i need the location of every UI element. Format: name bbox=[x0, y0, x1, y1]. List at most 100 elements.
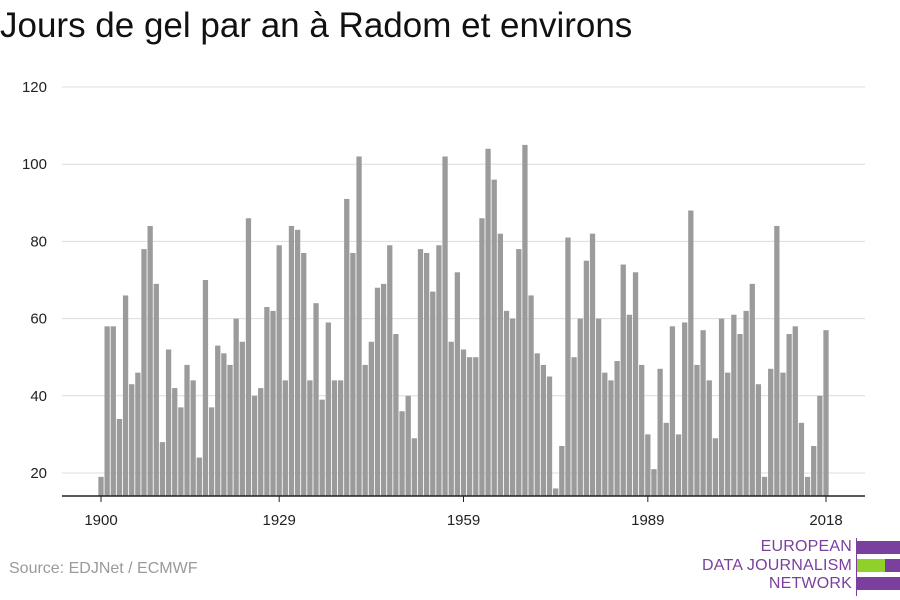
bar-1990 bbox=[651, 469, 657, 496]
bar-1949 bbox=[399, 411, 405, 496]
bar-1922 bbox=[233, 318, 239, 496]
chart-title: Jours de gel par an à Radom et environs bbox=[0, 6, 633, 45]
bar-2014 bbox=[798, 422, 805, 496]
bar-1901 bbox=[104, 326, 110, 496]
bar-1981 bbox=[596, 318, 602, 496]
bar-1954 bbox=[430, 291, 436, 496]
logo-text-line-2: DATA JOURNALISM bbox=[702, 557, 852, 574]
source-note: Source: EDJNet / ECMWF bbox=[9, 560, 198, 577]
bar-2015 bbox=[804, 476, 811, 496]
bar-1928 bbox=[270, 310, 276, 496]
bar-1912 bbox=[172, 388, 178, 496]
bar-1974 bbox=[553, 488, 559, 496]
bar-2003 bbox=[731, 314, 737, 496]
bar-1930 bbox=[282, 380, 288, 496]
bar-1987 bbox=[632, 272, 639, 496]
logo-divider bbox=[856, 538, 857, 596]
bar-1962 bbox=[479, 218, 485, 497]
bar-1925 bbox=[251, 395, 258, 496]
bar-1955 bbox=[436, 245, 442, 496]
bar-1973 bbox=[546, 376, 553, 496]
bar-1944 bbox=[368, 341, 374, 496]
bar-1964 bbox=[491, 179, 497, 496]
bar-1986 bbox=[626, 314, 633, 496]
bar-1917 bbox=[202, 280, 209, 496]
bar-1919 bbox=[215, 345, 221, 496]
bar-1931 bbox=[288, 225, 295, 496]
bar-1918 bbox=[208, 407, 215, 496]
bar-1975 bbox=[559, 445, 565, 496]
bar-2013 bbox=[792, 326, 798, 496]
bars bbox=[98, 144, 829, 497]
bar-1914 bbox=[184, 364, 190, 496]
bar-1968 bbox=[516, 249, 522, 496]
bar-2018 bbox=[823, 330, 829, 496]
bar-1909 bbox=[153, 283, 159, 496]
bar-1941 bbox=[350, 252, 356, 496]
bar-1983 bbox=[608, 380, 614, 496]
bar-1985 bbox=[620, 264, 626, 496]
bar-1965 bbox=[497, 233, 503, 496]
logo-text-line-3: NETWORK bbox=[768, 575, 852, 592]
bar-1969 bbox=[522, 144, 528, 496]
bar-1933 bbox=[301, 252, 307, 496]
bar-1958 bbox=[454, 272, 460, 496]
logo-text-line-1: EUROPEAN bbox=[760, 538, 852, 555]
bar-1924 bbox=[245, 218, 252, 497]
bar-1911 bbox=[165, 349, 172, 496]
bar-1992 bbox=[663, 422, 669, 496]
bar-1938 bbox=[331, 380, 338, 496]
bar-2009 bbox=[768, 368, 774, 496]
bar-1966 bbox=[503, 310, 510, 496]
bar-1999 bbox=[706, 380, 712, 496]
bar-1951 bbox=[411, 438, 417, 496]
bar-2000 bbox=[712, 438, 719, 496]
bar-1952 bbox=[417, 249, 424, 496]
bar-1910 bbox=[159, 442, 166, 496]
x-tick-label: 1959 bbox=[447, 512, 480, 529]
bar-2010 bbox=[774, 225, 780, 496]
bar-1984 bbox=[614, 361, 620, 496]
bar-1934 bbox=[307, 380, 313, 496]
bar-1908 bbox=[147, 225, 153, 496]
x-axis-ticks: 1900 1929 1959 1989 2018 bbox=[84, 496, 843, 529]
bar-1963 bbox=[485, 148, 491, 496]
bar-2004 bbox=[737, 334, 743, 496]
bar-2005 bbox=[743, 310, 749, 496]
bar-1957 bbox=[448, 341, 454, 496]
x-tick-label: 1989 bbox=[631, 512, 664, 529]
bar-1948 bbox=[393, 334, 399, 496]
bar-2001 bbox=[718, 318, 725, 496]
bar-1926 bbox=[258, 388, 264, 496]
bar-1976 bbox=[565, 237, 571, 497]
bar-1916 bbox=[196, 457, 202, 496]
bar-1915 bbox=[190, 380, 196, 496]
bar-1953 bbox=[423, 252, 430, 496]
bar-1970 bbox=[528, 295, 534, 496]
bar-1929 bbox=[276, 245, 282, 496]
bar-1927 bbox=[264, 307, 270, 496]
x-tick-label: 1900 bbox=[84, 512, 117, 529]
bar-1995 bbox=[682, 322, 688, 496]
bar-1994 bbox=[675, 434, 682, 496]
bar-1967 bbox=[510, 318, 516, 496]
bar-2008 bbox=[761, 476, 768, 496]
bar-2011 bbox=[780, 372, 786, 496]
bar-2006 bbox=[749, 283, 755, 496]
bar-1959 bbox=[460, 349, 467, 496]
bar-1946 bbox=[380, 283, 387, 496]
bar-1950 bbox=[405, 395, 411, 496]
bar-1997 bbox=[694, 364, 700, 496]
bar-1904 bbox=[122, 295, 129, 496]
bar-1993 bbox=[669, 326, 676, 496]
bar-1989 bbox=[645, 434, 651, 496]
bar-1998 bbox=[700, 330, 706, 496]
bar-1978 bbox=[577, 318, 583, 496]
bar-2007 bbox=[755, 384, 762, 496]
bar-1920 bbox=[221, 353, 227, 496]
y-tick-label: 40 bbox=[30, 388, 47, 405]
bar-1937 bbox=[325, 322, 331, 496]
bar-1991 bbox=[657, 368, 663, 496]
logo-bar-purple-top bbox=[857, 541, 900, 554]
